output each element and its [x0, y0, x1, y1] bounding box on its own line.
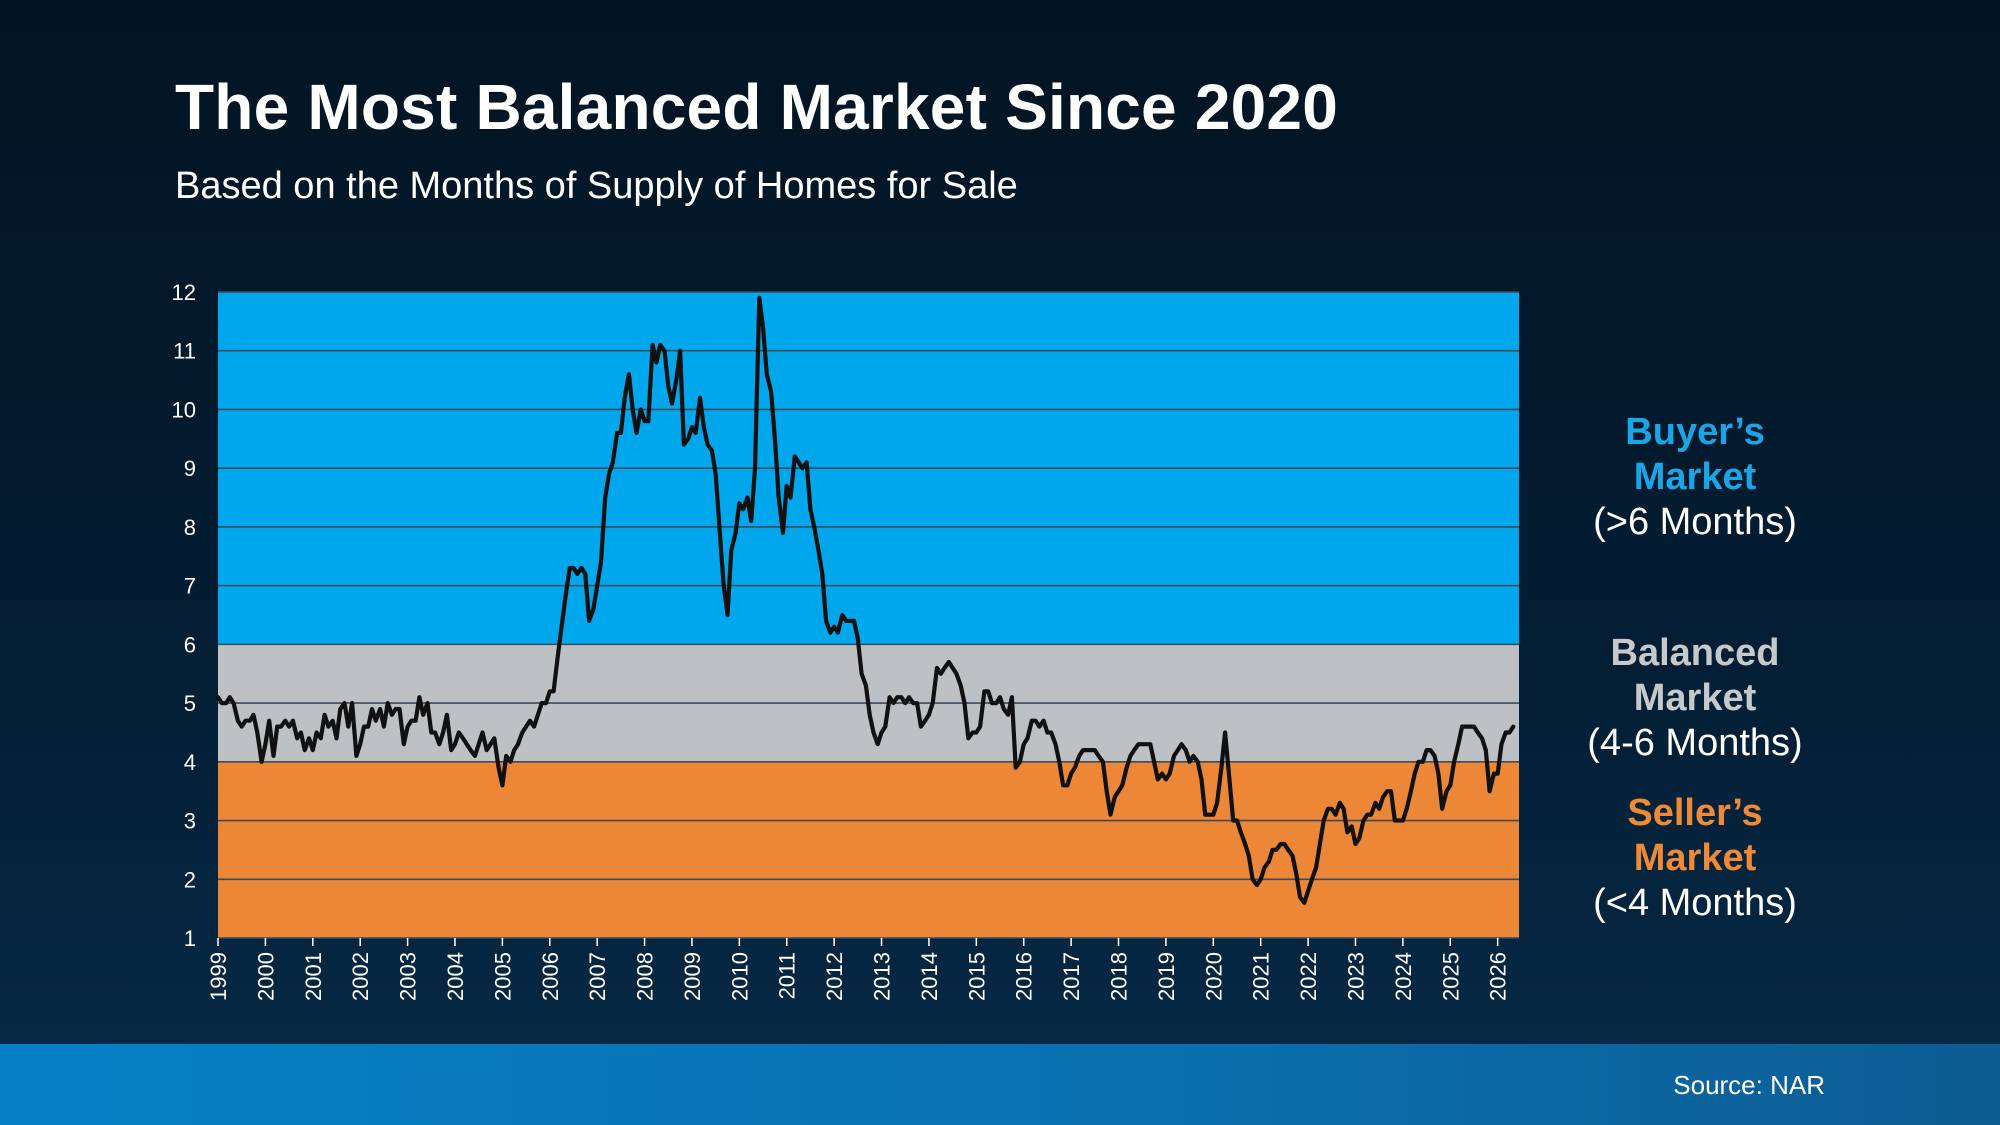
x-axis-ticks: 1999 2000 2001 2002 2003 2004 2005 2006 2007 2008…: [206, 938, 1511, 1001]
balanced-market-legend: Balanced Market (4-6 Months): [1500, 631, 1890, 766]
y-tick-label: 3: [184, 809, 196, 834]
x-tick-label: 2013: [870, 952, 895, 1001]
y-tick-label: 9: [184, 456, 196, 481]
x-tick-label: 2015: [964, 952, 989, 1001]
y-tick-label: 2: [184, 867, 196, 892]
x-tick-label: 2025: [1438, 952, 1463, 1001]
x-tick-label: 2011: [775, 952, 800, 999]
x-tick-label: 2003: [396, 952, 421, 1001]
y-tick-label: 7: [184, 574, 196, 599]
x-tick-label: 2006: [538, 952, 563, 1001]
x-tick-label: 2020: [1201, 952, 1226, 1001]
balanced-market-label-line1: Balanced: [1610, 632, 1780, 674]
buyers-market-range: (>6 Months): [1593, 501, 1797, 543]
market-bands: [218, 292, 1519, 938]
buyers-market-legend: Buyer’s Market (>6 Months): [1500, 410, 1890, 545]
x-tick-label: 1999: [206, 952, 231, 1001]
x-tick-label: 2024: [1391, 952, 1416, 1001]
series-line-0: [215, 295, 1516, 905]
band-0: [218, 761, 1519, 938]
x-tick-label: 2001: [301, 952, 326, 1001]
x-tick-label: 2007: [585, 952, 610, 1001]
x-tick-label: 2017: [1059, 952, 1084, 1001]
source-note: Source: NAR: [1673, 1070, 1825, 1100]
x-tick-label: 2014: [917, 952, 942, 1001]
y-tick-label: 5: [184, 691, 196, 716]
balanced-market-range: (4-6 Months): [1587, 722, 1803, 764]
y-tick-label: 12: [172, 280, 196, 305]
x-tick-label: 2005: [490, 952, 515, 1001]
x-tick-label: 2021: [1249, 952, 1274, 1001]
y-tick-label: 4: [184, 750, 196, 775]
x-tick-label: 2010: [727, 952, 752, 1001]
sellers-market-label-line1: Seller’s: [1627, 792, 1763, 834]
page-subtitle: Based on the Months of Supply of Homes f…: [175, 165, 1018, 207]
y-tick-label: 10: [172, 397, 196, 422]
y-tick-label: 11: [173, 339, 196, 364]
y-tick-label: 1: [184, 926, 196, 951]
x-tick-label: 2008: [633, 952, 658, 1001]
sellers-market-range: (<4 Months): [1593, 882, 1797, 924]
y-tick-label: 8: [184, 515, 196, 540]
footer-bar: Source: NAR: [0, 1044, 2000, 1125]
x-tick-label: 2018: [1107, 952, 1132, 1001]
balanced-market-label-line2: Market: [1633, 677, 1757, 719]
x-tick-label: 2012: [822, 952, 847, 1001]
x-tick-label: 2009: [680, 952, 705, 1001]
series-lines: [215, 295, 1516, 905]
x-tick-label: 2019: [1154, 952, 1179, 1001]
gridlines: [218, 291, 1519, 939]
y-tick-label: 6: [184, 632, 196, 657]
x-tick-label: 2022: [1296, 952, 1321, 1001]
buyers-market-label-line1: Buyer’s: [1625, 411, 1765, 453]
x-tick-label: 2002: [348, 952, 373, 1001]
sellers-market-legend: Seller’s Market (<4 Months): [1500, 791, 1890, 926]
page-title: The Most Balanced Market Since 2020: [175, 71, 1338, 143]
buyers-market-label-line2: Market: [1633, 456, 1757, 498]
x-tick-label: 2004: [443, 952, 468, 1001]
sellers-market-label-line2: Market: [1633, 837, 1757, 879]
x-tick-label: 2016: [1012, 952, 1037, 1001]
x-tick-label: 2023: [1343, 952, 1368, 1001]
x-tick-label: 2000: [253, 952, 278, 1001]
x-tick-label: 2026: [1486, 952, 1511, 1001]
